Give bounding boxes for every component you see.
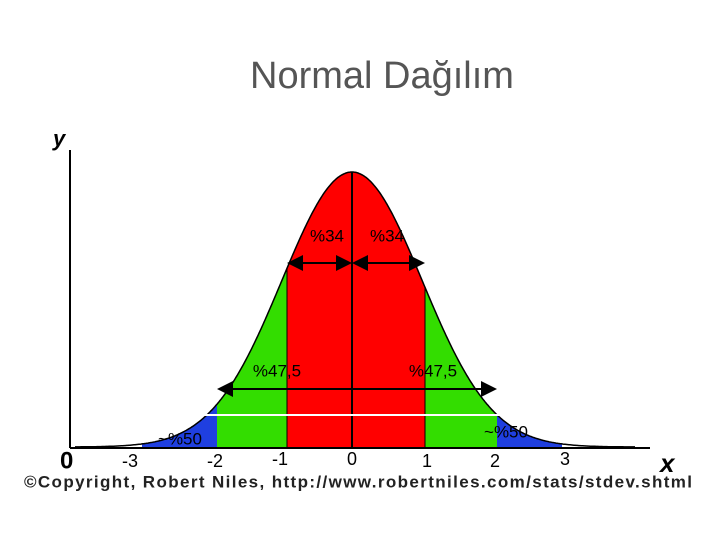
curve-outline [75, 171, 635, 448]
band-2 [217, 268, 287, 447]
tick-label: 2 [490, 451, 500, 471]
x-label: x [658, 448, 676, 478]
origin-label: 0 [60, 447, 73, 474]
y-label: y [52, 126, 67, 151]
tick-label: -1 [272, 449, 288, 469]
title: Normal Dağılım [250, 55, 514, 97]
band-3 [142, 404, 217, 447]
annotation: %34 [370, 226, 404, 245]
normal-curve [75, 171, 635, 448]
band-1 [287, 172, 425, 447]
annotation: %47,5 [409, 361, 457, 380]
tick-label: 1 [422, 451, 432, 471]
tick-label: -2 [207, 451, 223, 471]
annotation: %47,5 [253, 361, 301, 380]
annotation: %34 [310, 226, 344, 245]
annotation: ~%50 [484, 422, 528, 441]
copyright: ©Copyright, Robert Niles, http://www.rob… [24, 472, 692, 491]
tick-label: 3 [560, 449, 570, 469]
annotation: ~%50 [158, 429, 202, 448]
tick-label: 0 [347, 449, 357, 469]
tick-label: -3 [122, 451, 138, 471]
band-3 [497, 414, 562, 447]
